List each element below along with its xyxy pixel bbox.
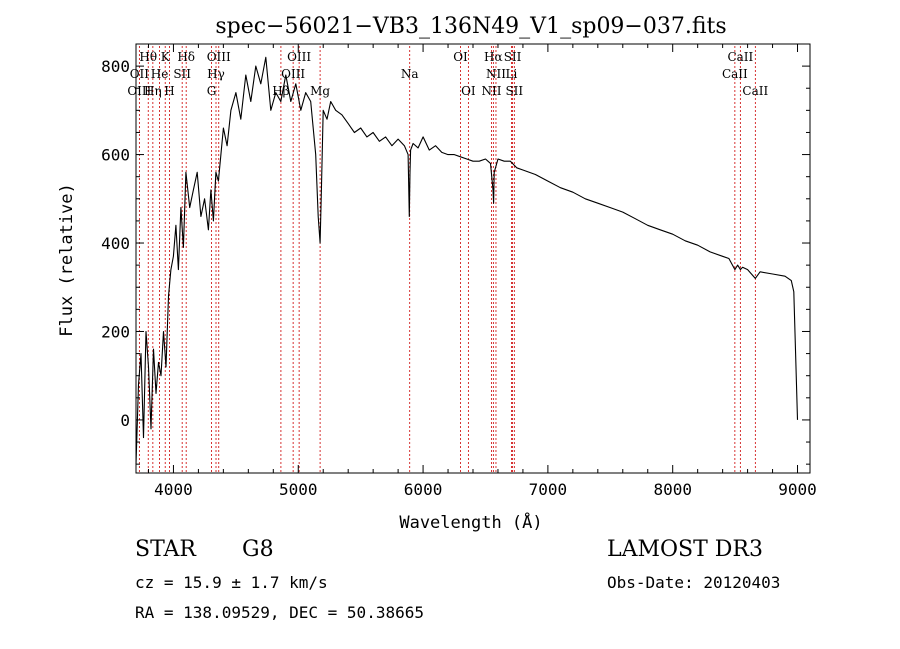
coordinates-text: RA = 138.09529, DEC = 50.38665 <box>135 603 424 622</box>
x-axis: 4000 5000 6000 7000 8000 9000 <box>147 44 817 499</box>
line-label: OIII <box>127 84 151 98</box>
x-axis-label: Wavelength (Å) <box>399 511 542 533</box>
chart-title: spec−56021−VB3_136N49_V1_sp09−037.fits <box>215 14 726 39</box>
line-label: CaII <box>742 84 768 98</box>
line-label: SII <box>504 50 522 64</box>
line-label: CaII <box>722 67 748 81</box>
x-tick-label: 9000 <box>778 480 817 499</box>
line-label: Hδ <box>177 50 195 64</box>
line-label: G <box>207 84 217 98</box>
x-tick-label: 5000 <box>279 480 318 499</box>
x-tick-label: 8000 <box>653 480 692 499</box>
line-label: H <box>164 84 174 98</box>
line-markers <box>138 46 756 473</box>
line-label: Mg <box>310 84 330 98</box>
y-tick-label: 400 <box>101 234 130 253</box>
line-label: Hη <box>144 84 162 98</box>
line-label: Hθ <box>139 50 157 64</box>
line-label: CaII <box>727 50 753 64</box>
line-label: NII <box>481 84 501 98</box>
line-label: Hγ <box>207 67 225 81</box>
y-tick-label: 200 <box>101 322 130 341</box>
x-tick-label: 4000 <box>154 480 193 499</box>
line-label: He <box>151 67 169 81</box>
line-label: OIII <box>287 50 311 64</box>
spectral-type: G8 <box>242 537 274 562</box>
object-class: STAR <box>135 537 196 562</box>
line-label: SII <box>173 67 191 81</box>
line-label: OIII <box>207 50 231 64</box>
y-tick-label: 800 <box>101 57 130 76</box>
y-tick-label: 0 <box>120 411 130 430</box>
y-tick-label: 600 <box>101 146 130 165</box>
line-label: OI <box>453 50 468 64</box>
line-label: OI <box>461 84 476 98</box>
x-tick-label: 6000 <box>404 480 443 499</box>
y-axis: 0 200 400 600 800 <box>101 43 810 465</box>
y-axis-label: Flux (relative) <box>57 183 77 337</box>
line-label: SII <box>505 84 523 98</box>
line-label: OII <box>130 67 150 81</box>
line-label: Na <box>401 67 419 81</box>
obs-date-text: Obs-Date: 20120403 <box>607 573 781 592</box>
x-tick-label: 7000 <box>529 480 568 499</box>
line-label: NII <box>486 67 506 81</box>
line-label: Li <box>506 67 518 81</box>
line-label: K <box>161 50 171 64</box>
plot-frame <box>135 43 811 474</box>
spectrum-line <box>135 56 799 465</box>
survey-name: LAMOST DR3 <box>607 537 763 562</box>
line-label: Hα <box>484 50 503 64</box>
line-label: OIII <box>281 67 305 81</box>
redshift-text: cz = 15.9 ± 1.7 km/s <box>135 573 328 592</box>
